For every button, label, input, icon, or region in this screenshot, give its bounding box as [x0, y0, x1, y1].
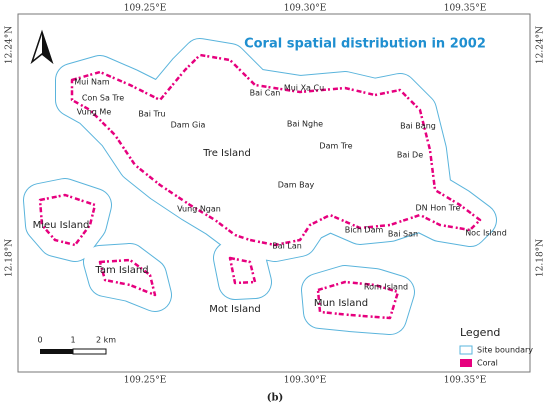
place-label: Dam Bay — [278, 181, 315, 190]
scale-label: 1 — [70, 336, 75, 345]
coast — [38, 53, 482, 320]
place-label: Bai Lan — [272, 242, 302, 251]
place-label: Con Sa Tre — [82, 94, 124, 103]
place-label: Vung Ngan — [177, 205, 221, 214]
place-label: Bai De — [397, 151, 423, 160]
place-label: Bai Nghe — [287, 120, 323, 129]
lon-tick-label: 109.25°E — [124, 376, 167, 386]
lon-tick-label: 109.25°E — [124, 4, 167, 14]
legend-swatches — [459, 345, 473, 367]
place-label: DN Hon Tre — [416, 204, 461, 213]
place-label: Bai Bang — [400, 122, 436, 131]
place-label: Dam Gia — [171, 121, 206, 130]
place-label: Tre Island — [202, 148, 251, 159]
lon-tick-label: 109.35°E — [444, 4, 487, 14]
lon-tick-label: 109.35°E — [444, 376, 487, 386]
place-label: Mui Xa Cu — [284, 84, 324, 93]
place-label: Bich Dam — [345, 226, 384, 235]
place-label: Dam Tre — [319, 142, 352, 151]
islands — [23, 38, 497, 335]
legend-item: Coral — [477, 359, 498, 368]
place-label: Mun Island — [314, 298, 368, 309]
lat-tick-label: 12.18°N — [536, 239, 546, 277]
scale-label: 2 km — [96, 336, 116, 345]
lon-tick-label: 109.30°E — [284, 376, 327, 386]
lat-tick-label: 12.24°N — [5, 26, 15, 64]
place-label: Mui Nam — [74, 78, 110, 87]
place-label: Noc Island — [465, 229, 507, 238]
lon-tick-label: 109.30°E — [284, 4, 327, 14]
caption: (b) — [267, 393, 283, 404]
lat-tick-label: 12.18°N — [5, 239, 15, 277]
map-title: Coral spatial distribution in 2002 — [244, 37, 486, 52]
lat-tick-label: 12.24°N — [536, 26, 546, 64]
place-label: Mieu Island — [33, 220, 90, 231]
legend-item: Site boundary — [477, 346, 533, 355]
north-arrow — [30, 29, 54, 65]
place-label: Bai Can — [250, 89, 281, 98]
scale-bar — [40, 348, 107, 355]
place-label: Rom Island — [364, 283, 408, 292]
legend-title: Legend — [460, 326, 500, 339]
place-label: Bai Tru — [138, 110, 165, 119]
place-label: Mot Island — [209, 304, 261, 315]
scale-label: 0 — [37, 336, 42, 345]
place-label: Tam Island — [94, 265, 148, 276]
place-label: Vung Me — [77, 108, 112, 117]
place-label: Bai San — [388, 230, 418, 239]
